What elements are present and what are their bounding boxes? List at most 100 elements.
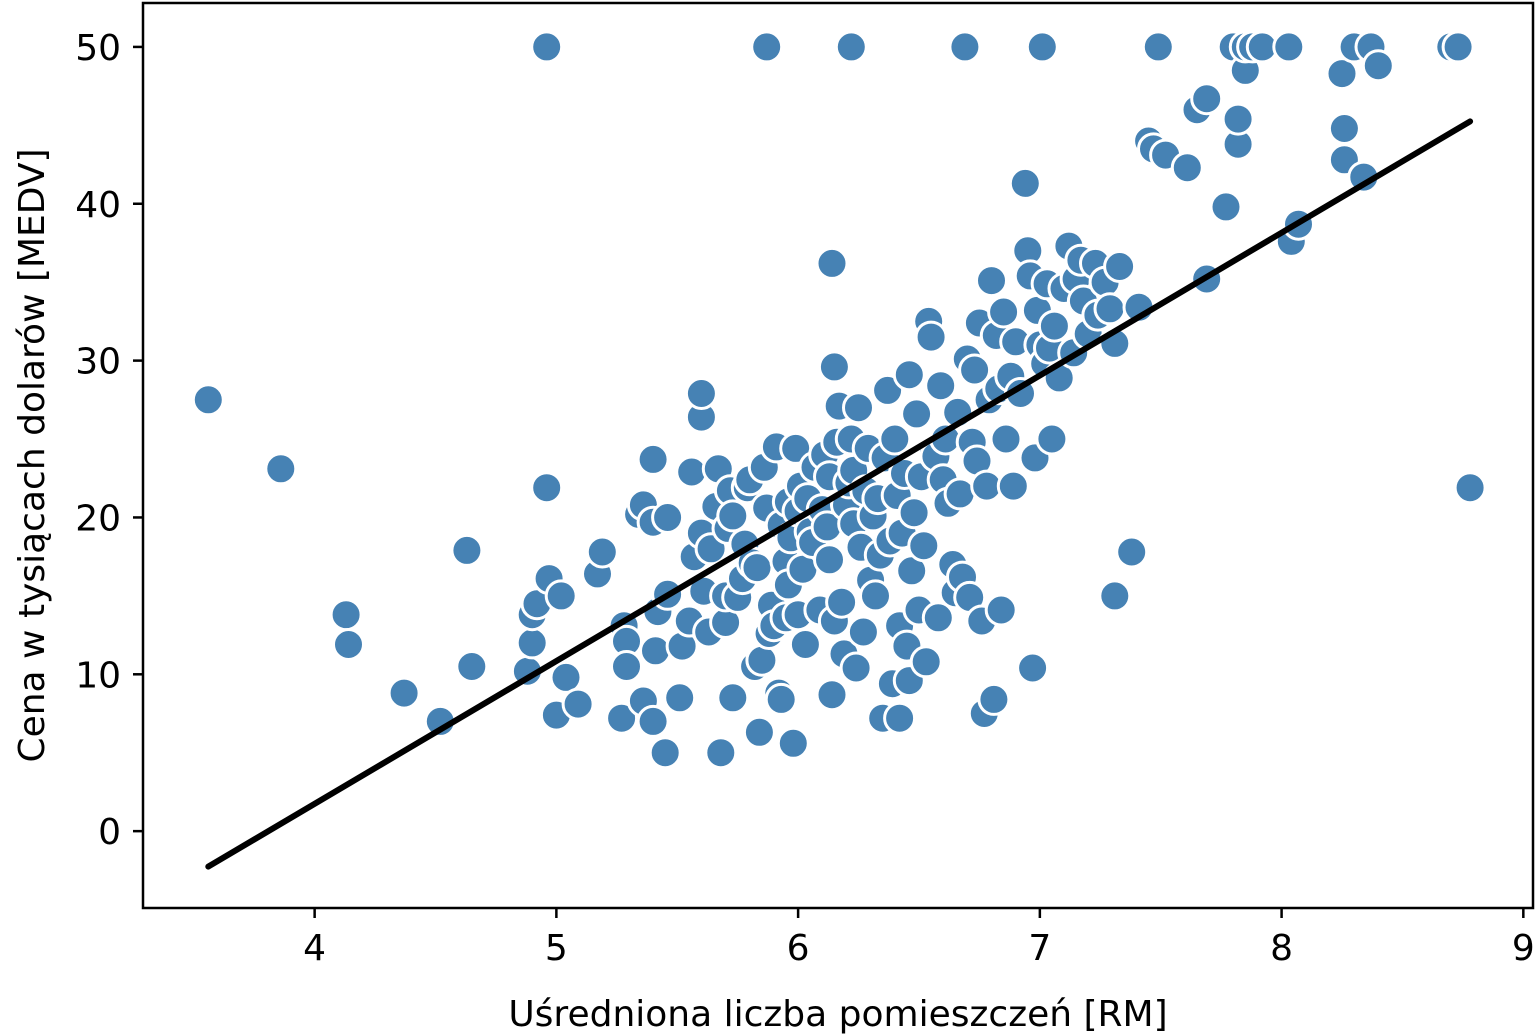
- regression-line: [205, 118, 1474, 870]
- data-point: [530, 30, 564, 64]
- data-point: [530, 471, 564, 505]
- data-point: [815, 678, 849, 712]
- data-point: [958, 353, 992, 387]
- data-point: [549, 660, 583, 694]
- data-point: [610, 650, 643, 683]
- data-point: [264, 452, 298, 486]
- data-point: [924, 369, 958, 403]
- data-point: [1025, 30, 1059, 64]
- data-point: [846, 615, 880, 649]
- data-point: [914, 320, 948, 354]
- data-point: [776, 726, 810, 760]
- y-tick-label: 20: [75, 498, 121, 539]
- x-axis-title: Uśredniona liczba pomieszczeń [RM]: [508, 994, 1167, 1035]
- data-point: [813, 543, 846, 577]
- data-point: [636, 442, 670, 476]
- data-point: [740, 551, 774, 585]
- data-point: [834, 30, 868, 64]
- y-tick-label: 10: [75, 655, 121, 696]
- data-point: [651, 501, 685, 534]
- x-tick-label: 8: [1270, 928, 1293, 969]
- data-point: [984, 593, 1018, 627]
- data-point: [605, 701, 639, 735]
- data-point: [907, 529, 941, 563]
- data-point: [921, 601, 955, 635]
- data-point: [585, 535, 619, 569]
- data-point: [1221, 102, 1255, 136]
- data-point: [788, 628, 822, 661]
- data-point: [1327, 112, 1361, 145]
- data-point: [859, 579, 892, 613]
- y-tick-label: 30: [75, 342, 121, 383]
- data-point: [892, 358, 926, 392]
- data-point: [839, 651, 873, 685]
- data-point: [764, 682, 798, 716]
- x-tick-label: 7: [1028, 928, 1051, 969]
- data-point: [1103, 250, 1137, 283]
- points-layer: [191, 30, 1487, 770]
- data-point: [817, 350, 851, 384]
- data-point: [455, 650, 489, 683]
- data-point: [561, 687, 595, 721]
- data-point: [842, 391, 875, 425]
- y-tick-label: 50: [75, 28, 121, 69]
- data-point: [897, 496, 931, 530]
- y-tick-label: 40: [75, 185, 121, 226]
- data-point: [750, 30, 784, 64]
- data-point: [883, 701, 917, 735]
- data-point: [987, 295, 1021, 329]
- data-point: [544, 579, 578, 613]
- data-point: [975, 264, 1008, 298]
- data-point: [1325, 57, 1359, 91]
- data-point: [996, 469, 1030, 503]
- data-point: [648, 736, 682, 770]
- data-point: [1008, 166, 1042, 200]
- data-point: [1209, 190, 1243, 224]
- data-point: [716, 681, 750, 715]
- regression-line-layer: [205, 118, 1474, 870]
- data-point: [191, 383, 225, 417]
- x-tick-label: 5: [545, 928, 568, 969]
- data-point: [977, 682, 1011, 716]
- data-point: [948, 30, 982, 64]
- data-point: [1098, 579, 1132, 613]
- data-point: [1115, 535, 1149, 569]
- data-point: [704, 736, 738, 770]
- data-point: [515, 626, 549, 660]
- y-tick-label: 0: [98, 812, 121, 853]
- data-point: [332, 628, 365, 661]
- data-point: [1037, 309, 1071, 343]
- data-point: [1361, 49, 1395, 83]
- x-tick-label: 4: [303, 928, 326, 969]
- data-point: [989, 422, 1023, 456]
- data-point: [745, 643, 779, 677]
- data-point: [684, 377, 718, 410]
- data-point: [900, 397, 934, 431]
- data-point: [1141, 30, 1175, 64]
- data-point: [1016, 651, 1050, 685]
- data-point: [636, 704, 670, 738]
- data-point: [878, 422, 912, 456]
- data-point: [329, 598, 363, 632]
- data-point: [387, 676, 421, 710]
- data-point: [1190, 82, 1224, 116]
- x-tick-label: 9: [1512, 928, 1535, 969]
- data-point: [1170, 151, 1204, 185]
- data-point: [1453, 471, 1487, 505]
- y-axis-ticks: 0 10 20 30 40 50: [75, 28, 143, 853]
- x-axis-ticks: 4 5 6 7 8 9: [303, 908, 1535, 969]
- data-point: [450, 533, 484, 567]
- data-point: [716, 499, 750, 533]
- data-point: [909, 645, 943, 679]
- plot-frame: [141, 1, 1535, 910]
- y-axis-title: Cena w tysiącach dolarów [MEDV]: [12, 148, 53, 762]
- data-point: [1035, 422, 1069, 456]
- data-point: [815, 246, 849, 280]
- data-point: [1441, 30, 1475, 64]
- x-tick-label: 6: [787, 928, 810, 969]
- data-point: [742, 715, 776, 749]
- data-point: [639, 634, 672, 668]
- data-point: [663, 681, 697, 715]
- data-point: [1272, 30, 1306, 64]
